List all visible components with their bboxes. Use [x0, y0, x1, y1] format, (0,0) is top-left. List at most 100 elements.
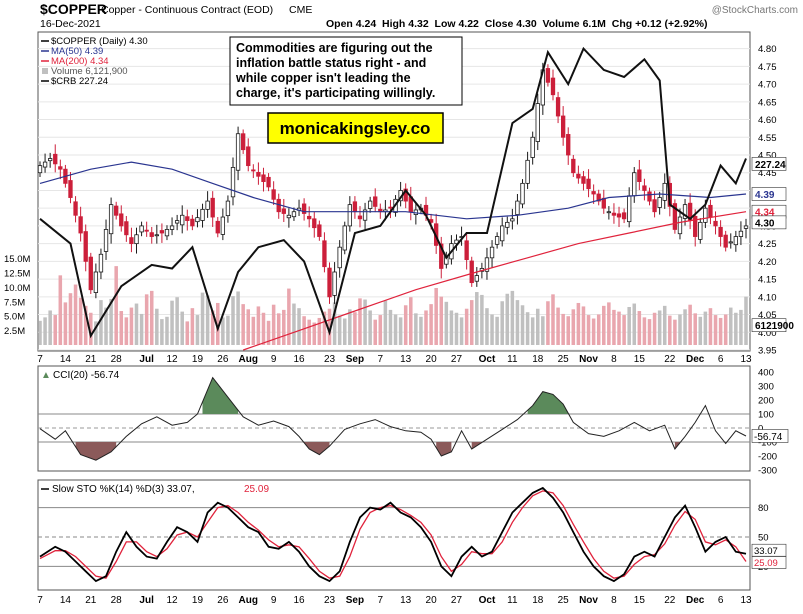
volume-bar [571, 309, 576, 345]
candle-body [515, 200, 520, 215]
candle-body [347, 204, 352, 227]
x-tick-label: 7 [378, 354, 384, 365]
volume-bar [307, 319, 311, 345]
candle-body [246, 146, 251, 167]
volume-bar [256, 306, 261, 345]
candle-body [657, 197, 662, 208]
candle-body [93, 271, 99, 293]
legend-crb: $CRB 227.24 [51, 76, 108, 87]
volume-bar [94, 321, 98, 345]
x-tick-label: 13 [740, 354, 752, 365]
cci-legend-label: CCI(20) -56.74 [53, 370, 120, 381]
candle-body [581, 176, 586, 184]
chart-exchange: CME [289, 4, 312, 16]
candle-body [362, 209, 368, 221]
x-tick-label: 25 [558, 354, 570, 365]
candle-body [698, 221, 703, 240]
candle-body [733, 236, 739, 246]
volume-last-tag: 6121900 [751, 318, 794, 332]
volume-bar [241, 304, 245, 345]
candle-body [307, 215, 312, 220]
candle-body [195, 217, 200, 223]
volume-bar [403, 305, 408, 345]
cci-tick-label: 300 [758, 382, 774, 393]
volume-bar [622, 315, 626, 345]
volume-bar [200, 292, 205, 345]
x-tick-label: 18 [532, 595, 544, 606]
candle-body [474, 275, 479, 282]
candle-body [220, 216, 226, 235]
volume-bar [317, 317, 322, 345]
volume-bar [58, 275, 63, 345]
x-tick-label: 7 [378, 595, 384, 606]
cci-oversold-fill [304, 442, 330, 455]
x-tick-label: 27 [451, 354, 463, 365]
volume-bar [444, 301, 449, 345]
volume-bar [180, 311, 184, 345]
volume-bar [287, 288, 291, 345]
price-tick-label: 4.20 [758, 257, 777, 268]
volume-bar [617, 311, 621, 345]
cci-oversold-fill [436, 442, 452, 456]
price-tick-label: 4.15 [758, 275, 777, 286]
candle-body [576, 173, 581, 179]
x-tick-label: 20 [426, 595, 438, 606]
volume-bar [190, 308, 195, 345]
cci-tick-label: 200 [758, 396, 774, 407]
candle-body [500, 225, 505, 242]
legend-copper: $COPPER (Daily) 4.30 [51, 36, 148, 47]
x-tick-label: 8 [611, 595, 617, 606]
legend-ma200: MA(200) 4.34 [51, 56, 109, 67]
volume-bar [353, 312, 357, 345]
candle-body [616, 213, 622, 218]
volume-bar [48, 310, 52, 345]
volume-bar [89, 312, 93, 345]
volume-bar [38, 320, 42, 345]
crb-last-tag-label: 227.24 [755, 160, 786, 171]
annotation-line-1: Commodities are figuring out the [236, 41, 433, 55]
candle-body [103, 229, 109, 252]
x-tick-label: 15 [634, 595, 646, 606]
volume-bar [602, 305, 606, 345]
volume-bar [327, 308, 332, 345]
volume-bar [393, 314, 398, 345]
volume-tick-label: 10.0M [4, 283, 30, 294]
candle-body [83, 231, 88, 262]
volume-bar [119, 311, 124, 345]
x-tick-label: Dec [686, 354, 705, 365]
volume-bar [683, 309, 687, 345]
volume-bar [693, 313, 697, 345]
candle-body [342, 225, 347, 251]
candle-body [114, 205, 119, 216]
x-tick-label: 6 [718, 595, 724, 606]
candle-body [571, 158, 576, 174]
candle-body [98, 253, 104, 273]
x-tick-label: 7 [37, 354, 43, 365]
candle-body [129, 237, 134, 245]
x-tick-label: 20 [426, 354, 438, 365]
x-tick-label: 11 [507, 354, 518, 365]
chart-symbol: $COPPER [40, 1, 107, 17]
close-last-tag: 4.30 [751, 215, 787, 229]
chart-name: Copper - Continuous Contract (EOD) [101, 4, 273, 16]
candle-body [738, 230, 744, 237]
volume-bar [698, 316, 703, 345]
cci-tick-label: 100 [758, 410, 774, 421]
cci-tick-label: -200 [758, 452, 777, 463]
volume-bar [302, 316, 306, 345]
volume-bar [266, 320, 271, 345]
candle-body [261, 174, 266, 182]
volume-bar [688, 304, 692, 345]
volume-bar [637, 311, 642, 345]
candle-body [550, 77, 556, 96]
x-tick-label: Jul [139, 354, 154, 365]
volume-bar [576, 302, 581, 345]
ma50-last-tag: 4.39 [751, 187, 787, 201]
crb-last-tag-box [751, 157, 787, 171]
price-tick-label: 4.25 [758, 239, 777, 250]
volume-bar [657, 310, 662, 345]
cci-tick-label: 0 [758, 424, 763, 435]
candle-body [484, 257, 490, 272]
volume-bar [419, 316, 423, 345]
volume-bar [63, 302, 68, 345]
